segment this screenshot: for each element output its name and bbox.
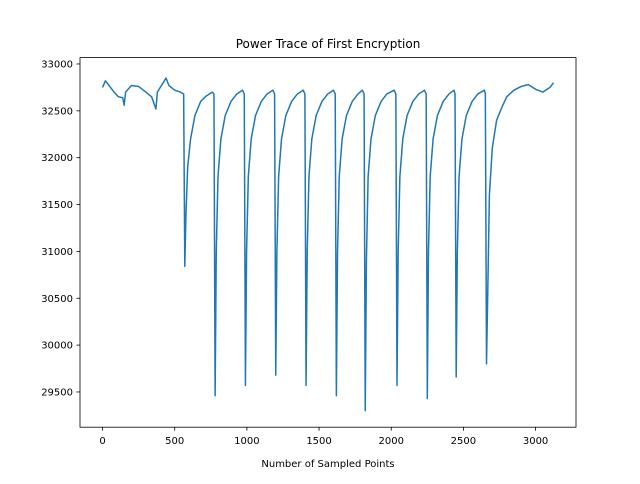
y-tick-label: 32500 — [41, 106, 73, 117]
line — [101, 77, 555, 412]
y-tick-label: 33000 — [41, 59, 73, 70]
x-tick-label: 1000 — [234, 436, 259, 447]
x-tick-label: 500 — [165, 436, 184, 447]
x-axis-label: Number of Sampled Points — [261, 459, 394, 470]
plot-frame — [79, 57, 577, 428]
x-tick-label: 3000 — [523, 436, 548, 447]
x-tick-label: 1500 — [306, 436, 331, 447]
y-tick-label: 32000 — [41, 153, 73, 164]
y-tick-label: 30500 — [41, 294, 73, 305]
y-tick-label: 31000 — [41, 247, 73, 258]
x-tick-label: 2000 — [379, 436, 404, 447]
y-tick-label: 31500 — [41, 200, 73, 211]
x-tick-label: 0 — [99, 436, 105, 447]
y-tick-label: 29500 — [41, 387, 73, 398]
chart-title: Power Trace of First Encryption — [236, 37, 421, 51]
x-tick-label: 2500 — [451, 436, 476, 447]
y-tick-label: 30000 — [41, 341, 73, 352]
